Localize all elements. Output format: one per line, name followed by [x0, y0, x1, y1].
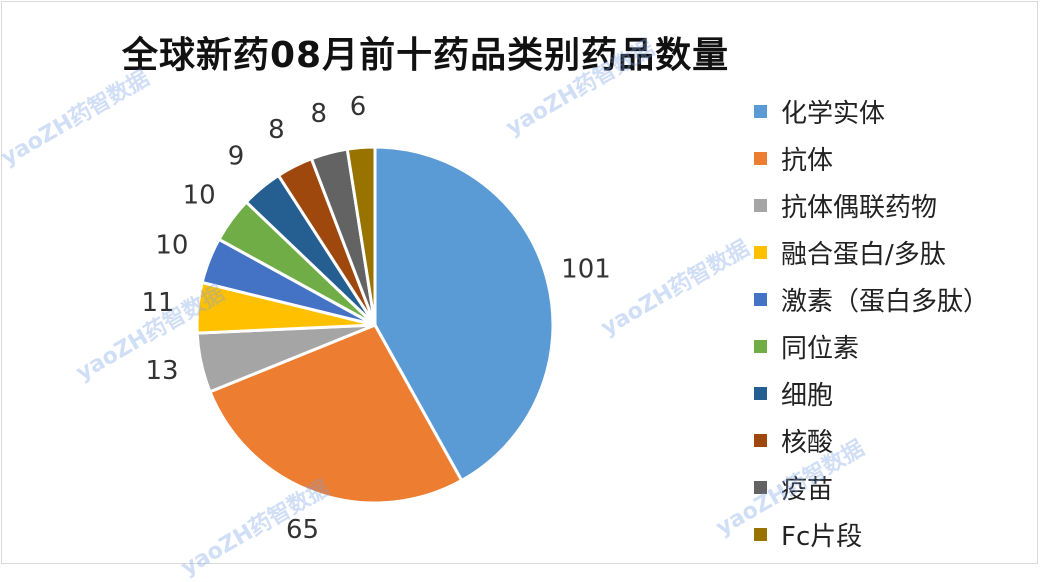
- legend-item: Fc片段: [754, 511, 989, 558]
- data-label: 8: [311, 99, 328, 129]
- legend-label: 核酸: [781, 428, 834, 458]
- legend-swatch: [754, 246, 767, 259]
- chart-title: 全球新药08月前十药品类别药品数量: [122, 35, 730, 76]
- legend-swatch: [754, 481, 767, 494]
- chart-legend: 化学实体抗体抗体偶联药物 融合蛋白/多肽激素（蛋白多肽） 同位素细胞核酸疫苗 Fc片段: [754, 88, 989, 558]
- legend-label: 化学实体: [781, 99, 886, 129]
- legend-swatch: [754, 152, 767, 165]
- legend-swatch: [754, 105, 767, 118]
- data-label: 101: [561, 255, 611, 285]
- legend-label: 细胞: [781, 381, 834, 411]
- legend-label: 同位素: [781, 334, 860, 364]
- legend-label: 抗体偶联药物: [781, 193, 938, 223]
- legend-swatch: [754, 434, 767, 447]
- data-label: 10: [183, 181, 216, 211]
- legend-item: 化学实体: [754, 88, 989, 135]
- legend-swatch: [754, 340, 767, 353]
- pie-slice: [373, 145, 555, 483]
- legend-swatch: [754, 199, 767, 212]
- pie-slice: [345, 145, 377, 326]
- legend-label: Fc片段: [781, 522, 863, 552]
- legend-label: 疫苗: [781, 475, 834, 505]
- pie-slice: [208, 323, 464, 505]
- legend-item: 核酸: [754, 417, 989, 464]
- legend-item: 疫苗: [754, 464, 989, 511]
- legend-label: 融合蛋白/多肽: [781, 240, 946, 270]
- legend-item: 融合蛋白/多肽: [754, 229, 989, 276]
- data-label: 10: [155, 230, 188, 260]
- data-label: 11: [141, 288, 174, 318]
- legend-item: 同位素: [754, 323, 989, 370]
- data-label: 13: [145, 356, 178, 386]
- legend-item: 激素（蛋白多肽）: [754, 276, 989, 323]
- legend-item: 抗体: [754, 135, 989, 182]
- legend-item: 抗体偶联药物: [754, 182, 989, 229]
- legend-swatch: [754, 293, 767, 306]
- legend-item: 细胞: [754, 370, 989, 417]
- legend-swatch: [754, 387, 767, 400]
- data-label: 65: [286, 515, 319, 545]
- legend-label: 抗体: [781, 146, 834, 176]
- data-label: 9: [228, 141, 245, 171]
- data-label: 8: [268, 115, 285, 145]
- legend-swatch: [754, 528, 767, 541]
- legend-label: 激素（蛋白多肽）: [781, 287, 990, 317]
- data-label: 6: [350, 92, 367, 122]
